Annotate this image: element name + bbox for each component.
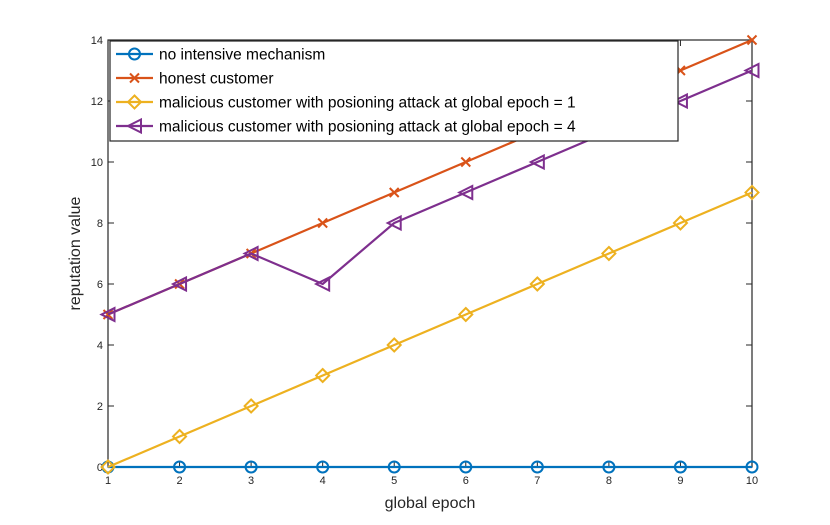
legend-item: honest customer	[116, 71, 274, 88]
legend-item: no intensive mechanism	[116, 47, 325, 64]
legend-label: no intensive mechanism	[159, 47, 325, 64]
data-point	[530, 460, 544, 474]
data-point	[243, 398, 260, 414]
data-point	[170, 275, 188, 293]
y-tick-label: 10	[91, 157, 103, 169]
y-tick-label: 2	[97, 401, 103, 413]
legend-box	[109, 40, 679, 142]
data-point	[459, 460, 473, 474]
y-axis-label: reputation value	[67, 196, 84, 310]
x-tick-label: 5	[391, 475, 397, 487]
data-point	[528, 153, 545, 171]
x-tick-label: 2	[176, 475, 182, 487]
data-point	[171, 428, 188, 445]
x-axis-label: global epoch	[385, 495, 476, 512]
legend-label: malicious customer with posioning attack…	[159, 95, 576, 112]
data-point	[672, 215, 689, 231]
legend-marker	[125, 117, 142, 135]
data-point	[745, 460, 759, 474]
x-tick-label: 10	[746, 475, 758, 487]
data-point	[387, 460, 401, 474]
y-tick-label: 6	[97, 279, 103, 291]
data-point	[244, 460, 258, 474]
data-point	[671, 92, 688, 110]
data-point	[100, 459, 116, 475]
data-point	[457, 184, 474, 201]
y-tick-label: 14	[91, 35, 103, 47]
data-point	[242, 245, 259, 262]
data-point	[743, 62, 760, 79]
legend-label: honest customer	[159, 71, 274, 88]
legend-marker	[126, 94, 143, 110]
x-tick-label: 8	[606, 475, 612, 487]
data-point	[173, 460, 187, 474]
legend-item: malicious customer with posioning attack…	[116, 117, 576, 136]
data-point	[316, 460, 330, 474]
x-tick-label: 1	[105, 475, 111, 487]
data-point	[746, 34, 758, 46]
y-tick-label: 4	[97, 340, 103, 352]
x-tick-label: 9	[677, 475, 683, 487]
y-tick-label: 0	[97, 462, 103, 474]
data-point	[744, 184, 760, 201]
data-point	[389, 187, 400, 198]
series-line	[107, 191, 753, 469]
legend-marker	[129, 72, 140, 84]
data-point	[457, 306, 474, 323]
data-point	[529, 276, 546, 292]
series-1	[101, 460, 759, 474]
data-point	[602, 460, 616, 474]
y-tick-label: 8	[97, 218, 103, 230]
series-3	[100, 184, 760, 475]
y-tick-label: 12	[91, 96, 103, 108]
x-tick-label: 6	[463, 475, 469, 487]
data-point	[386, 337, 403, 353]
data-point	[460, 156, 471, 168]
data-point	[317, 217, 328, 229]
x-tick-label: 4	[320, 475, 326, 487]
legend-label: malicious customer with posioning attack…	[159, 119, 576, 136]
legend-item: malicious customer with posioning attack…	[116, 94, 576, 112]
data-point	[673, 460, 687, 474]
data-point	[314, 367, 331, 384]
legend-marker	[128, 47, 141, 61]
data-point	[600, 245, 617, 262]
x-tick-label: 3	[248, 475, 254, 487]
data-point	[385, 214, 402, 232]
legend: no intensive mechanism honest customer mal…	[109, 40, 679, 142]
x-tick-label: 7	[534, 475, 540, 487]
data-point	[99, 306, 116, 323]
data-point	[313, 275, 331, 293]
